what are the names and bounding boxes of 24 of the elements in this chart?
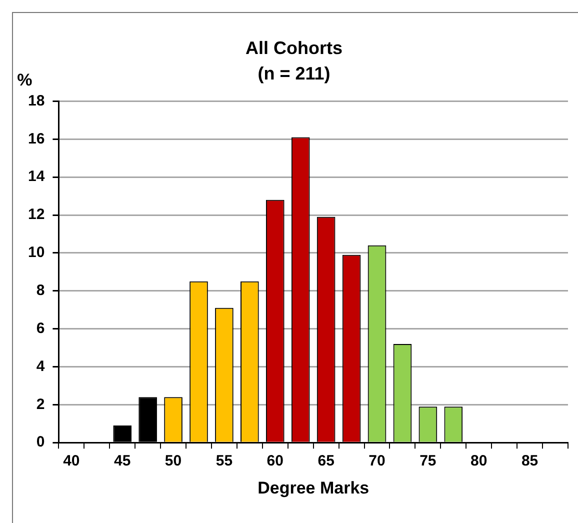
chart-title: All Cohorts	[246, 38, 342, 58]
y-axis-title: %	[17, 70, 32, 90]
y-tick-label: 0	[36, 434, 45, 451]
x-axis-title: Degree Marks	[258, 478, 370, 498]
y-tick-label: 16	[28, 130, 45, 148]
y-tick-label: 6	[36, 320, 45, 337]
y-tick-label: 4	[36, 358, 46, 375]
x-tick-label: 60	[266, 452, 284, 470]
x-tick-label: 70	[368, 452, 386, 470]
y-tick-label: 18	[28, 92, 45, 110]
y-tick-label: 14	[28, 168, 46, 186]
x-tick-label: 40	[63, 452, 80, 470]
x-tick-label: 85	[521, 452, 538, 470]
x-tick-label: 75	[420, 452, 436, 470]
y-tick-label: 2	[36, 396, 45, 413]
x-tick-label: 55	[216, 452, 233, 470]
x-tick-label: 50	[164, 452, 182, 470]
chart-subtitle: (n = 211)	[258, 63, 330, 84]
y-tick-label: 12	[28, 206, 45, 224]
x-tick-label: 80	[470, 452, 488, 470]
y-tick-label: 8	[36, 282, 45, 300]
x-tick-label: 65	[318, 452, 334, 470]
y-tick-label: 10	[28, 244, 45, 262]
x-tick-label: 45	[114, 452, 131, 470]
